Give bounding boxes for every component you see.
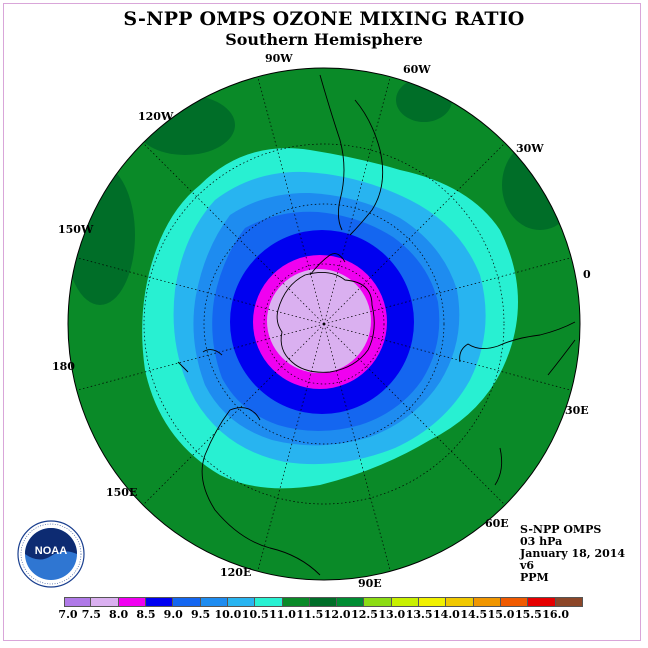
ozone-patch-11-5-nw bbox=[135, 95, 235, 155]
colorbar-segment bbox=[419, 597, 447, 607]
new-zealand-coastline bbox=[177, 349, 223, 373]
colorbar-tick-label: 7.0 bbox=[58, 608, 78, 621]
colorbar-segment bbox=[555, 597, 583, 607]
info-version: v6 bbox=[520, 559, 535, 572]
lon-label-150e: 150E bbox=[106, 486, 138, 499]
lon-label-90e: 90E bbox=[358, 577, 382, 590]
colorbar-segment bbox=[473, 597, 501, 607]
africa-coastline bbox=[459, 321, 576, 376]
meridian-line bbox=[323, 139, 509, 325]
colorbar-tick-label: 15.0 bbox=[487, 608, 515, 621]
lon-label-90w: 90W bbox=[265, 52, 293, 65]
colorbar-tick-label: 8.0 bbox=[109, 608, 129, 621]
meridian-line bbox=[256, 72, 325, 325]
colorbar-segment bbox=[391, 597, 420, 607]
australia-coastline bbox=[201, 407, 321, 576]
lon-label-60w: 60W bbox=[403, 63, 431, 76]
colorbar-segment bbox=[227, 597, 256, 607]
colorbar-tick-label: 7.5 bbox=[81, 608, 101, 621]
lon-label-180: 180 bbox=[52, 360, 75, 373]
meridian-line bbox=[323, 72, 392, 325]
meridian-line bbox=[323, 323, 576, 392]
colorbar-tick-label: 14.5 bbox=[460, 608, 488, 621]
meridian-line bbox=[72, 256, 325, 325]
south-america-coastline bbox=[319, 74, 384, 236]
ozone-band-7-5 bbox=[267, 269, 371, 373]
colorbar-tick-label: 11.5 bbox=[296, 608, 324, 621]
meridian-line bbox=[323, 323, 392, 576]
colorbar-segment bbox=[501, 597, 529, 607]
colorbar-tick-label: 16.0 bbox=[542, 608, 570, 621]
map-boundary bbox=[67, 67, 581, 581]
colorbar-segment bbox=[255, 597, 283, 607]
colorbar-segment bbox=[145, 597, 174, 607]
info-instrument: S-NPP OMPS bbox=[520, 523, 602, 536]
meridian-line bbox=[139, 139, 325, 325]
madagascar-coastline bbox=[494, 447, 503, 486]
graticule bbox=[72, 72, 576, 576]
antarctica-coastline bbox=[276, 271, 375, 373]
meridian-line bbox=[72, 323, 325, 392]
meridian-line bbox=[256, 323, 325, 576]
info-block: S-NPP OMPS 03 hPa January 18, 2014 v6 PP… bbox=[520, 524, 625, 584]
ozone-patch-11-5-n bbox=[396, 78, 452, 122]
info-date: January 18, 2014 bbox=[520, 547, 626, 560]
latitude-circle bbox=[203, 203, 445, 445]
map-subtitle: Southern Hemisphere bbox=[225, 30, 423, 49]
colorbar-tick-label: 14.0 bbox=[433, 608, 460, 621]
lon-label-0: 0 bbox=[583, 268, 591, 281]
colorbar-tick-label: 9.5 bbox=[191, 608, 211, 621]
colorbar-segment bbox=[282, 597, 310, 607]
colorbar-tick-label: 10.5 bbox=[241, 608, 269, 621]
lon-label-30w: 30W bbox=[516, 142, 544, 155]
map-title: S-NPP OMPS OZONE MIXING RATIO bbox=[123, 8, 525, 30]
info-unit: PPM bbox=[520, 571, 549, 584]
colorbar-segment bbox=[173, 597, 201, 607]
colorbar-segment bbox=[309, 597, 338, 607]
colorbar-tick-label: 13.0 bbox=[378, 608, 406, 621]
lon-label-30e: 30E bbox=[565, 404, 589, 417]
colorbar-tick-label: 9.0 bbox=[163, 608, 183, 621]
latitude-circle bbox=[143, 143, 505, 505]
meridian-line bbox=[323, 323, 509, 509]
lon-label-120e: 120E bbox=[220, 566, 252, 579]
colorbar-tick-label: 12.0 bbox=[323, 608, 351, 621]
colorbar-segment bbox=[91, 597, 119, 607]
lon-label-150w: 150W bbox=[58, 223, 94, 236]
figure-frame bbox=[3, 3, 641, 641]
colorbar-tick-label: 10.0 bbox=[214, 608, 242, 621]
colorbar-segment bbox=[337, 597, 365, 607]
lon-label-60e: 60E bbox=[485, 517, 509, 530]
meridian-line bbox=[323, 256, 576, 325]
info-level: 03 hPa bbox=[520, 535, 563, 548]
colorbar-tick-label: 12.5 bbox=[351, 608, 378, 621]
colorbar-segment bbox=[200, 597, 228, 607]
colorbar-tick-label: 8.5 bbox=[136, 608, 156, 621]
colorbar-tick-label: 13.5 bbox=[405, 608, 433, 621]
colorbar-segment bbox=[64, 597, 92, 607]
svg-text:NOAA: NOAA bbox=[35, 545, 67, 557]
colorbar-segment bbox=[528, 597, 556, 607]
latitude-circle bbox=[263, 263, 385, 385]
noaa-logo-icon: NOAA bbox=[17, 520, 85, 588]
meridian-line bbox=[139, 323, 325, 509]
lon-label-120w: 120W bbox=[138, 110, 174, 123]
antarctic-peninsula-coastline bbox=[309, 253, 346, 276]
coastlines bbox=[177, 74, 576, 576]
colorbar-tick-label: 15.5 bbox=[514, 608, 542, 621]
colorbar-segment bbox=[118, 597, 146, 607]
colorbar-segment bbox=[446, 597, 474, 607]
colorbar bbox=[64, 597, 583, 607]
colorbar-tick-label: 11.0 bbox=[269, 608, 296, 621]
colorbar-segment bbox=[364, 597, 392, 607]
